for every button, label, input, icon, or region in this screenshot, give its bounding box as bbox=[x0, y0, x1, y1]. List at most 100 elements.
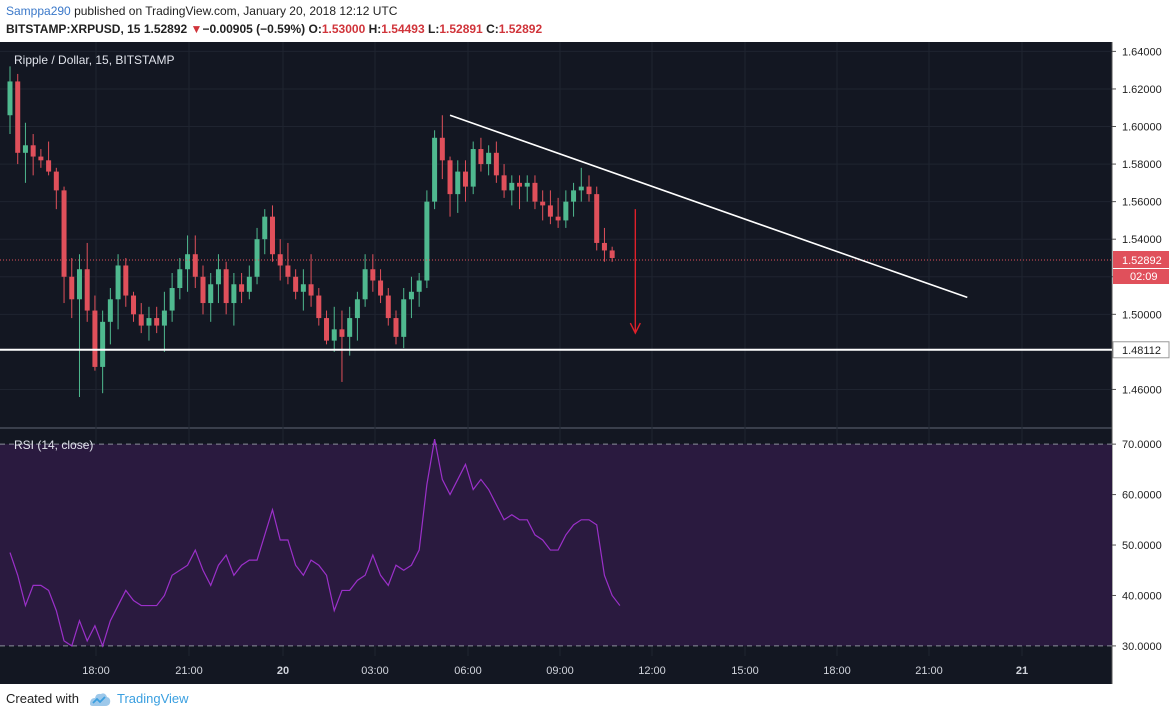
close-value: 1.52892 bbox=[498, 22, 543, 36]
candle bbox=[478, 137, 484, 172]
candle bbox=[100, 310, 106, 394]
candle bbox=[594, 186, 600, 251]
candle-body bbox=[38, 156, 44, 161]
x-tick-label: 21:00 bbox=[915, 665, 943, 677]
author-link[interactable]: Samppa290 bbox=[6, 4, 71, 18]
rsi-line bbox=[9, 438, 621, 648]
rsi-tick-label: 30.0000 bbox=[1122, 641, 1162, 653]
candle bbox=[416, 273, 422, 307]
candle-body bbox=[308, 284, 314, 296]
x-tick-label: 21 bbox=[1016, 665, 1028, 677]
candle-body bbox=[223, 269, 229, 304]
countdown-badge bbox=[1113, 269, 1169, 285]
candle-body bbox=[92, 310, 98, 367]
candle bbox=[362, 254, 368, 307]
candle-body bbox=[285, 265, 291, 277]
candle bbox=[69, 257, 75, 319]
candle bbox=[192, 235, 198, 289]
candle-body bbox=[331, 329, 337, 341]
y-tick-label: 1.60000 bbox=[1122, 122, 1162, 134]
candle bbox=[61, 186, 67, 304]
candle bbox=[486, 145, 492, 176]
candle bbox=[354, 291, 360, 341]
candle bbox=[385, 288, 391, 326]
candle-body bbox=[300, 284, 306, 292]
candle-body bbox=[532, 182, 538, 202]
low-value: 1.52891 bbox=[439, 22, 483, 36]
candle-body bbox=[378, 280, 384, 296]
candle-body bbox=[594, 194, 600, 243]
candle bbox=[455, 160, 461, 213]
candle bbox=[7, 66, 13, 135]
rsi-band-fill bbox=[0, 444, 1112, 646]
tradingview-brand-link[interactable]: TradingView bbox=[117, 691, 189, 706]
candle bbox=[123, 257, 129, 307]
candle-body bbox=[100, 321, 106, 367]
candle bbox=[293, 269, 299, 300]
created-with-label: Created with bbox=[6, 691, 79, 706]
candle bbox=[246, 265, 252, 300]
close-label: C: bbox=[486, 22, 499, 36]
open-value: 1.53000 bbox=[321, 22, 366, 36]
tradingview-logo-icon[interactable] bbox=[88, 690, 112, 708]
candle-body bbox=[177, 269, 183, 289]
candle bbox=[586, 175, 592, 202]
ohlc-line: BITSTAMP:XRPUSD, 15 1.52892 ▼−0.00905 (−… bbox=[6, 22, 542, 36]
candle-body bbox=[354, 299, 360, 319]
candle bbox=[38, 149, 44, 168]
candle bbox=[169, 273, 175, 322]
candle bbox=[239, 273, 245, 304]
time-axis-bg bbox=[0, 656, 1112, 684]
candle bbox=[177, 257, 183, 300]
chart-header: Samppa290 published on TradingView.com, … bbox=[0, 0, 1172, 42]
candle-body bbox=[571, 190, 577, 202]
candle bbox=[424, 190, 430, 289]
candle-body bbox=[46, 160, 52, 172]
candle bbox=[208, 273, 214, 322]
chart-canvas[interactable]: Ripple / Dollar, 15, BITSTAMP RSI (14, cl… bbox=[0, 42, 1172, 684]
last-price: 1.52892 bbox=[143, 22, 188, 36]
candle-body bbox=[324, 318, 330, 341]
candle-body bbox=[393, 318, 399, 337]
candle-body bbox=[161, 310, 167, 326]
candle-body bbox=[563, 201, 569, 221]
candle-body bbox=[408, 291, 414, 300]
candle bbox=[154, 306, 160, 334]
candle-body bbox=[293, 276, 299, 292]
candle-body bbox=[432, 137, 438, 202]
candle bbox=[439, 115, 445, 180]
last-price-badge bbox=[1113, 251, 1169, 269]
main-chart-title: Ripple / Dollar, 15, BITSTAMP bbox=[14, 53, 175, 67]
candle bbox=[331, 306, 337, 352]
candle bbox=[509, 175, 515, 206]
candle-body bbox=[15, 81, 21, 153]
candle-body bbox=[586, 186, 592, 195]
candle bbox=[53, 167, 59, 210]
candle-body bbox=[254, 239, 260, 277]
candle-body bbox=[609, 250, 615, 258]
open-label: O: bbox=[308, 22, 322, 36]
trendline bbox=[449, 114, 968, 299]
candle bbox=[578, 167, 584, 202]
x-tick-label: 06:00 bbox=[454, 665, 482, 677]
candle-body bbox=[517, 182, 523, 187]
candle-body bbox=[424, 201, 430, 281]
candle-body bbox=[439, 137, 445, 161]
down-arrow-icon bbox=[629, 322, 641, 335]
low-label: L: bbox=[428, 22, 440, 36]
change-value: −0.00905 (−0.59%) bbox=[202, 22, 306, 36]
candle-body bbox=[115, 265, 121, 300]
candle-body bbox=[185, 254, 191, 270]
candle bbox=[115, 254, 121, 330]
candle bbox=[185, 235, 191, 292]
candle-body bbox=[385, 295, 391, 319]
candle bbox=[15, 73, 21, 165]
candle-body bbox=[131, 295, 137, 315]
candle bbox=[223, 261, 229, 315]
candle bbox=[555, 197, 561, 228]
candle bbox=[46, 141, 52, 176]
candle bbox=[601, 227, 607, 262]
candle bbox=[300, 269, 306, 311]
candle bbox=[470, 141, 476, 195]
candle bbox=[215, 254, 221, 304]
